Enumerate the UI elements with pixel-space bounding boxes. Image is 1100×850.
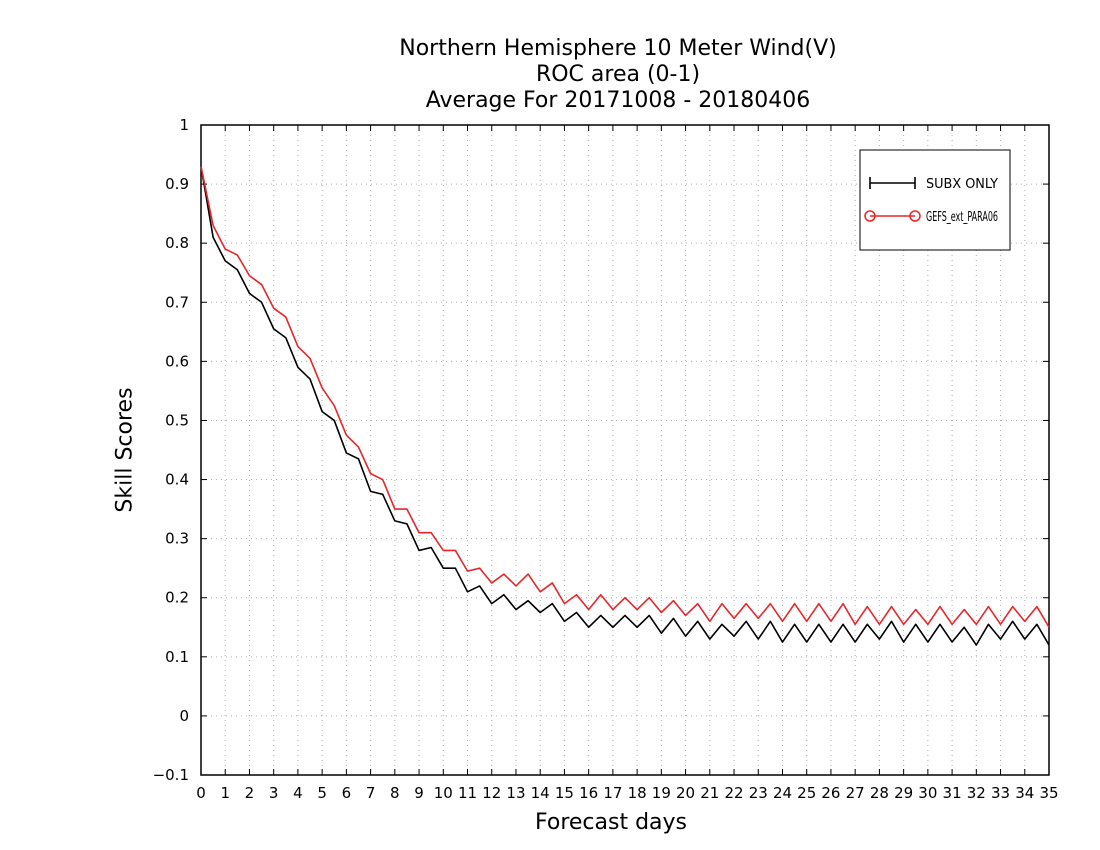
x-tick-label: 20 [676, 784, 695, 802]
x-tick-label: 23 [749, 784, 768, 802]
y-tick-label: 0 [179, 707, 189, 725]
x-tick-label: 26 [821, 784, 840, 802]
x-tick-label: 35 [1039, 784, 1058, 802]
y-tick-label: 0.9 [165, 175, 189, 193]
x-tick-label: 25 [797, 784, 816, 802]
chart-title-line-3: Average For 20171008 - 20180406 [425, 88, 811, 113]
x-tick-label: 17 [603, 784, 622, 802]
x-tick-label: 8 [390, 784, 400, 802]
x-tick-label: 12 [482, 784, 501, 802]
y-tick-label: 0.1 [165, 648, 189, 666]
x-tick-label: 22 [724, 784, 743, 802]
x-tick-label: 18 [628, 784, 647, 802]
series-line-2 [200, 166, 1050, 628]
y-axis-title: Skill Scores [112, 387, 138, 513]
series-line-1 [200, 166, 1050, 646]
x-tick-label: 34 [1015, 784, 1034, 802]
legend-label: GEFS_ext_PARA06 [926, 210, 998, 225]
y-tick-label: −0.1 [153, 766, 189, 784]
chart-title-line-1: Northern Hemisphere 10 Meter Wind(V) [399, 36, 837, 61]
x-tick-label: 4 [293, 784, 303, 802]
x-tick-label: 16 [579, 784, 598, 802]
x-tick-label: 31 [943, 784, 962, 802]
y-tick-label: 0.2 [165, 589, 189, 607]
x-tick-label: 14 [531, 784, 550, 802]
y-tick-label: 0.7 [165, 293, 189, 311]
y-tick-label: 1 [179, 116, 189, 134]
x-tick-label: 9 [414, 784, 424, 802]
x-tick-label: 29 [894, 784, 913, 802]
x-tick-label: 27 [846, 784, 865, 802]
x-tick-label: 15 [555, 784, 574, 802]
x-tick-label: 32 [967, 784, 986, 802]
x-tick-label: 0 [196, 784, 206, 802]
plot-frame [200, 124, 1050, 776]
x-tick-label: 30 [918, 784, 937, 802]
y-tick-label: 0.8 [165, 234, 189, 252]
y-tick-label: 0.5 [165, 411, 189, 429]
x-axis-title: Forecast days [535, 810, 688, 835]
x-tick-label: 6 [342, 784, 352, 802]
x-tick-label: 33 [991, 784, 1010, 802]
x-tick-label: 19 [652, 784, 671, 802]
x-tick-label: 21 [700, 784, 719, 802]
x-tick-label: 10 [434, 784, 453, 802]
x-tick-label: 2 [245, 784, 255, 802]
y-tick-label: 0.4 [165, 471, 189, 489]
x-tick-label: 24 [773, 784, 792, 802]
x-tick-label: 13 [506, 784, 525, 802]
x-tick-label: 7 [366, 784, 376, 802]
legend-marker-circle [864, 210, 876, 222]
y-tick-label: 0.6 [165, 352, 189, 370]
x-tick-label: 11 [458, 784, 477, 802]
x-tick-label: 5 [317, 784, 327, 802]
x-tick-label: 1 [220, 784, 230, 802]
legend-box [859, 149, 1011, 251]
x-tick-label: 28 [870, 784, 889, 802]
chart-title-line-2: ROC area (0-1) [535, 62, 701, 87]
legend-label: SUBX ONLY [926, 177, 999, 192]
x-tick-label: 3 [269, 784, 279, 802]
y-tick-label: 0.3 [165, 530, 189, 548]
legend-marker-circle [909, 210, 921, 222]
